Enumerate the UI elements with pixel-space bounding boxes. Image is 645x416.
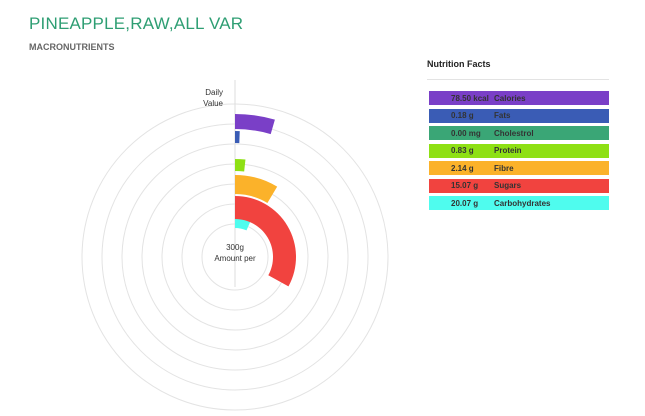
fact-row-sugars: 15.07 g Sugars — [429, 178, 609, 193]
fact-name: Cholestrol — [494, 128, 534, 138]
fact-name: Carbohydrates — [494, 198, 551, 208]
fact-row-calories: 78.50 kcal Calories — [429, 91, 609, 105]
fact-amount-value: 0.00 mg — [451, 128, 481, 138]
fact-amount: 0.83 g — [429, 146, 494, 155]
fact-name: Sugars — [494, 181, 522, 190]
fact-name: Fats — [494, 111, 511, 120]
bar-calories — [235, 114, 275, 135]
bar-sugars — [235, 196, 296, 287]
fact-amount-value: 20.07 g — [451, 198, 479, 208]
fact-amount-value: 15.07 g — [451, 181, 479, 190]
page-subtitle: MACRONUTRIENTS — [29, 42, 115, 52]
facts-divider — [427, 79, 609, 80]
fact-row-carbohydrates: 20.07 g Carbohydrates — [429, 196, 609, 210]
bar-fats — [235, 131, 240, 144]
fact-name: Protein — [494, 146, 522, 155]
fact-row-protein: 0.83 g Protein — [429, 143, 609, 158]
bar-fibre — [235, 175, 278, 203]
fact-amount-value: 0.83 g — [451, 146, 474, 155]
fact-amount: 0.18 g — [429, 111, 494, 120]
center-label-line-1: 300g — [226, 243, 244, 252]
chart-bars — [235, 114, 296, 287]
fact-amount: 20.07 g — [429, 199, 494, 208]
fact-row-fats: 0.18 g Fats — [429, 108, 609, 123]
fact-name: Calories — [494, 93, 526, 103]
axis-label-line-1: Daily — [205, 88, 223, 97]
facts-title: Nutrition Facts — [427, 59, 491, 69]
page-title: PINEAPPLE,RAW,ALL VAR — [29, 14, 244, 33]
fact-name: Fibre — [494, 163, 514, 173]
fact-amount: 78.50 kcal — [429, 94, 494, 103]
axis-label-line-2: Value — [203, 99, 223, 108]
facts-legend: 78.50 kcal Calories 0.18 g Fats 0.00 mg … — [429, 91, 609, 214]
bar-protein — [235, 159, 246, 172]
fact-row-cholestrol: 0.00 mg Cholestrol — [429, 126, 609, 140]
fact-amount-value: 0.18 g — [451, 111, 474, 120]
fact-amount: 2.14 g — [429, 164, 494, 173]
fact-amount-value: 2.14 g — [451, 163, 474, 173]
fact-amount-value: 78.50 kcal — [451, 93, 489, 103]
fact-row-fibre: 2.14 g Fibre — [429, 161, 609, 175]
center-label-line-2: Amount per — [214, 254, 256, 263]
fact-amount: 15.07 g — [429, 181, 494, 190]
fact-amount: 0.00 mg — [429, 129, 494, 138]
